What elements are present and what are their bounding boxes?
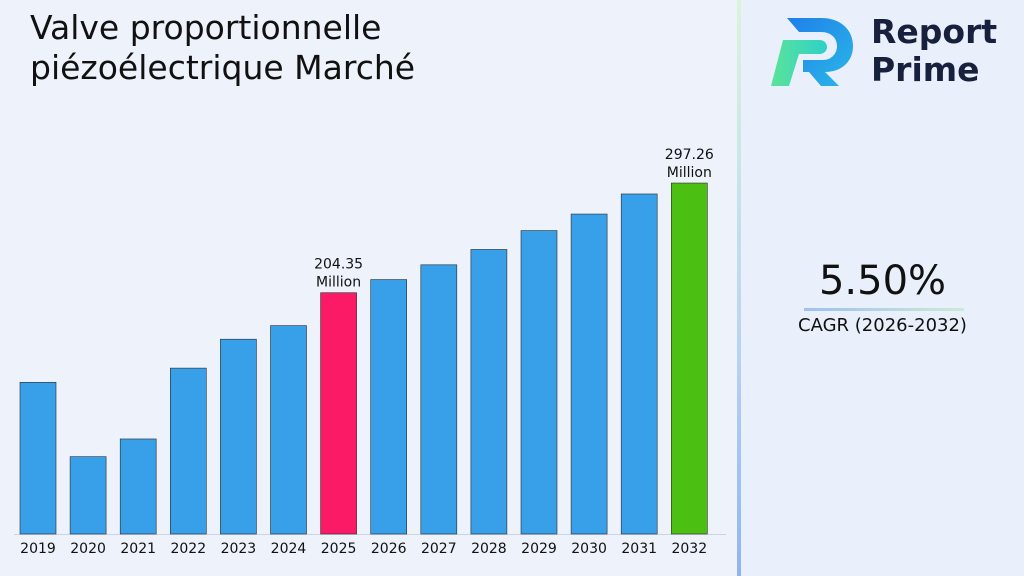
bar-2028 bbox=[470, 249, 508, 535]
bar-2025 bbox=[320, 292, 357, 535]
cagr-value: 5.50% bbox=[818, 258, 947, 304]
bar-2026 bbox=[370, 279, 408, 535]
bar-2029 bbox=[520, 230, 558, 535]
chart-title: Valve proportionnelle piézoélectrique Ma… bbox=[30, 8, 416, 87]
x-tick-label: 2022 bbox=[170, 541, 206, 557]
bar-2031 bbox=[620, 193, 658, 535]
bar-2027 bbox=[420, 264, 458, 535]
bar-2024 bbox=[270, 325, 307, 535]
data-label-unit: Million bbox=[667, 165, 712, 181]
x-tick-label: 2030 bbox=[571, 541, 607, 557]
bar-2019 bbox=[19, 381, 57, 535]
brand-name-line2: Prime bbox=[871, 50, 980, 89]
bar-2023 bbox=[220, 338, 257, 535]
cagr-underline bbox=[804, 308, 964, 311]
brand-name-line1: Report bbox=[871, 12, 998, 51]
data-label-unit: Million bbox=[316, 275, 361, 291]
bar-2030 bbox=[570, 213, 608, 535]
logo-mark-icon bbox=[771, 18, 853, 86]
cagr-label: CAGR (2026-2032) bbox=[798, 315, 967, 336]
panel-divider bbox=[737, 0, 741, 576]
bar-2020 bbox=[69, 456, 107, 535]
data-label-value: 297.26 bbox=[665, 147, 714, 163]
x-tick-label: 2027 bbox=[421, 541, 457, 557]
x-tick-label: 2020 bbox=[70, 541, 106, 557]
x-tick-label: 2032 bbox=[671, 541, 707, 557]
summary-panel: Report Prime 5.50% CAGR (2026-2032) bbox=[741, 0, 1024, 576]
x-tick-label: 2026 bbox=[371, 541, 407, 557]
chart-panel: Valve proportionnelle piézoélectrique Ma… bbox=[14, 8, 726, 557]
x-tick-label: 2031 bbox=[621, 541, 657, 557]
x-tick-label: 2029 bbox=[521, 541, 557, 557]
x-tick-label: 2028 bbox=[471, 541, 507, 557]
bar-chart: 2019 2020 2021 2022 2023 2024 2025 2026 2027 2028… bbox=[14, 147, 726, 557]
report-prime-logo: Report Prime bbox=[769, 12, 1009, 89]
x-tick-label: 2023 bbox=[221, 541, 257, 557]
x-tick-label: 2025 bbox=[321, 541, 357, 557]
data-label-value: 204.35 bbox=[314, 257, 363, 273]
x-tick-label: 2024 bbox=[271, 541, 307, 557]
bar-2022 bbox=[170, 367, 207, 535]
x-tick-label: 2021 bbox=[120, 541, 156, 557]
bar-2032 bbox=[670, 182, 708, 535]
x-tick-label: 2019 bbox=[20, 541, 56, 557]
bar-2021 bbox=[119, 438, 157, 535]
